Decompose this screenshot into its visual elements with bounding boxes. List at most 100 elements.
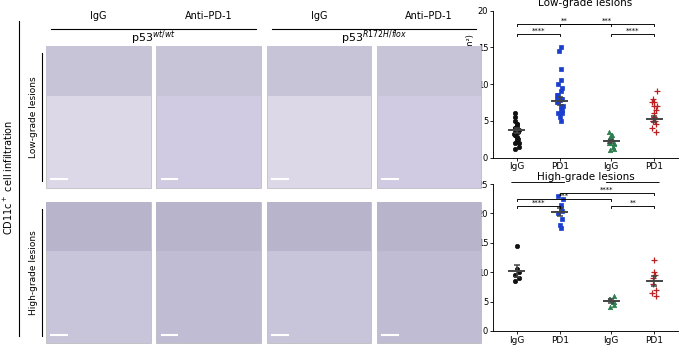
Point <box>510 114 521 120</box>
Point <box>650 107 661 113</box>
FancyBboxPatch shape <box>267 46 371 96</box>
Point <box>509 140 520 146</box>
Point <box>556 96 567 102</box>
Point <box>551 99 562 105</box>
Point <box>648 114 659 120</box>
Point <box>552 81 563 87</box>
Point <box>603 136 614 142</box>
Point <box>647 96 658 102</box>
Y-axis label: CD11c⁺ cells (cells/mm²): CD11c⁺ cells (cells/mm²) <box>466 34 475 134</box>
Point <box>556 205 566 210</box>
Point <box>605 133 616 138</box>
Point <box>648 269 659 275</box>
Point <box>609 293 619 298</box>
Point <box>509 131 520 137</box>
Point <box>648 114 659 120</box>
Point <box>513 127 524 132</box>
Y-axis label: CD11c⁺ cells (cells/mm²): CD11c⁺ cells (cells/mm²) <box>466 207 475 308</box>
Point <box>551 96 562 102</box>
Point <box>509 146 520 152</box>
Point <box>605 305 615 310</box>
Text: IgG: IgG <box>311 11 327 21</box>
Point <box>552 211 563 216</box>
Title: High-grade lesions: High-grade lesions <box>537 172 634 182</box>
Point <box>556 85 567 91</box>
Text: p53$^{R172H/flox}$: p53$^{R172H/flox}$ <box>607 193 658 207</box>
Point <box>512 136 523 142</box>
Point <box>509 133 520 138</box>
Point <box>556 208 567 213</box>
Point <box>509 127 520 132</box>
Point <box>513 269 524 275</box>
Point <box>512 124 523 130</box>
Text: **: ** <box>630 200 636 206</box>
Point <box>556 45 567 50</box>
Text: ****: **** <box>600 187 614 193</box>
Text: Anti–PD-1: Anti–PD-1 <box>185 11 233 21</box>
Point <box>509 278 520 284</box>
Point <box>648 118 659 124</box>
Point <box>647 290 658 296</box>
Point <box>509 272 520 278</box>
Point <box>651 293 662 298</box>
Point <box>647 125 658 131</box>
Text: IgG: IgG <box>90 11 107 21</box>
Point <box>553 92 564 98</box>
Point <box>511 138 522 144</box>
Point <box>609 140 619 146</box>
FancyBboxPatch shape <box>156 46 261 188</box>
FancyBboxPatch shape <box>46 46 150 96</box>
Point <box>510 125 521 131</box>
Point <box>556 217 567 222</box>
Text: ****: **** <box>531 200 545 206</box>
Point <box>513 136 524 142</box>
Point <box>511 122 522 127</box>
Point <box>609 146 619 152</box>
Point <box>609 142 619 147</box>
FancyBboxPatch shape <box>267 202 371 251</box>
Point <box>510 118 521 124</box>
Point <box>556 107 567 113</box>
Point <box>554 114 565 120</box>
Point <box>553 193 564 199</box>
Point <box>650 287 661 293</box>
Point <box>604 296 615 302</box>
Point <box>648 275 659 281</box>
Text: ***: *** <box>559 192 569 198</box>
Point <box>513 275 524 281</box>
Point <box>605 134 616 140</box>
Point <box>649 103 660 109</box>
Point <box>557 196 568 202</box>
Text: ****: **** <box>626 28 640 34</box>
Point <box>510 110 521 116</box>
FancyBboxPatch shape <box>156 202 261 343</box>
Text: **: ** <box>560 17 567 23</box>
Point <box>553 99 564 105</box>
Text: High-grade lesions: High-grade lesions <box>29 230 38 315</box>
FancyBboxPatch shape <box>377 202 481 343</box>
Point <box>609 299 619 304</box>
Point <box>604 296 615 302</box>
Point <box>651 103 662 109</box>
Point <box>556 96 566 102</box>
Point <box>649 118 660 124</box>
Point <box>603 129 614 135</box>
Point <box>554 48 564 54</box>
Text: Anti–PD-1: Anti–PD-1 <box>405 11 453 21</box>
Point <box>604 140 615 146</box>
Point <box>512 122 523 127</box>
Point <box>556 88 566 94</box>
Point <box>648 281 659 287</box>
FancyBboxPatch shape <box>267 46 371 188</box>
Point <box>556 107 566 113</box>
Point <box>609 302 619 307</box>
Text: p53$^{wt/wt}$: p53$^{wt/wt}$ <box>131 28 176 47</box>
FancyBboxPatch shape <box>156 202 261 251</box>
Text: CD11c$^+$ cell infiltration: CD11c$^+$ cell infiltration <box>2 119 15 235</box>
FancyBboxPatch shape <box>377 46 481 96</box>
Point <box>606 136 617 142</box>
Point <box>555 118 566 124</box>
Point <box>651 129 662 135</box>
Point <box>649 99 660 105</box>
Text: ***: *** <box>602 17 612 23</box>
